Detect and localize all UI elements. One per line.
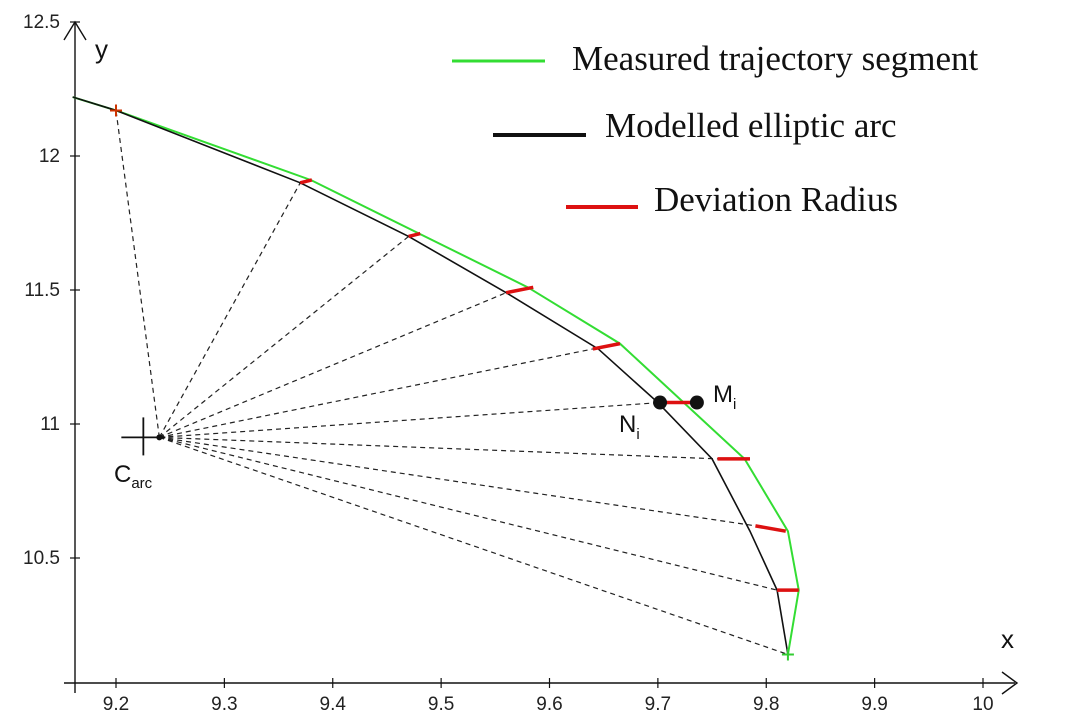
y-tick-label: 11: [40, 414, 60, 435]
legend-label-measured: Measured trajectory segment: [572, 39, 979, 78]
y-tick-label: 12.5: [23, 12, 60, 33]
x-tick-label: 9.3: [211, 694, 237, 715]
x-tick-label: 9.5: [428, 694, 454, 715]
point-m-marker: [689, 395, 704, 410]
deviation-segment: [592, 341, 621, 351]
y-ticks: 10.5 11 11.5 12 12.5: [23, 12, 80, 569]
y-tick-label: 11.5: [24, 280, 60, 301]
deviation-segment: [505, 285, 534, 295]
arc-center-point: [156, 434, 163, 441]
construction-ray: [159, 348, 593, 438]
deviation-segment: [299, 178, 313, 185]
legend-label-deviation: Deviation Radius: [654, 180, 898, 219]
construction-ray: [159, 292, 507, 438]
center-label: Carc: [114, 461, 153, 492]
point-n-marker: [653, 395, 668, 410]
deviation-segment: [755, 524, 787, 533]
legend: Measured trajectory segment Modelled ell…: [452, 39, 979, 219]
y-tick-label: 12: [39, 146, 60, 167]
construction-ray: [159, 401, 661, 438]
point-label-n: Ni: [619, 411, 640, 443]
x-tick-label: 9.7: [645, 694, 671, 715]
construction-ray: [159, 436, 756, 527]
construction-ray: [159, 436, 778, 591]
construction-ray: [115, 110, 160, 438]
construction-ray: [159, 436, 789, 656]
construction-ray: [158, 182, 301, 438]
axes: x y: [63, 20, 1019, 695]
point-labels: Carc Ni Mi: [114, 381, 736, 492]
point-label-m: Mi: [713, 381, 736, 413]
y-axis-label: y: [95, 34, 108, 64]
x-tick-label: 9.8: [753, 694, 779, 715]
x-tick-label: 9.4: [320, 694, 347, 715]
legend-label-modelled: Modelled elliptic arc: [605, 106, 897, 145]
measured-trajectory-line: [72, 96, 800, 655]
x-tick-label: 9.2: [103, 694, 129, 715]
x-ticks: 9.2 9.3 9.4 9.5 9.6 9.7 9.8 9.9 10: [103, 678, 994, 715]
y-tick-label: 10.5: [23, 548, 60, 569]
point-markers: [110, 104, 794, 661]
construction-rays: [115, 110, 789, 656]
start-point-marker: [110, 104, 122, 117]
deviation-segment: [408, 231, 421, 239]
x-axis-label: x: [1001, 624, 1014, 654]
x-tick-label: 9.6: [536, 694, 562, 715]
construction-ray: [158, 235, 409, 438]
end-point-marker: [781, 648, 794, 661]
x-axis-arrow: [1001, 671, 1019, 695]
x-tick-label: 10: [972, 694, 993, 715]
x-tick-label: 9.9: [861, 694, 887, 715]
construction-ray: [159, 436, 718, 460]
